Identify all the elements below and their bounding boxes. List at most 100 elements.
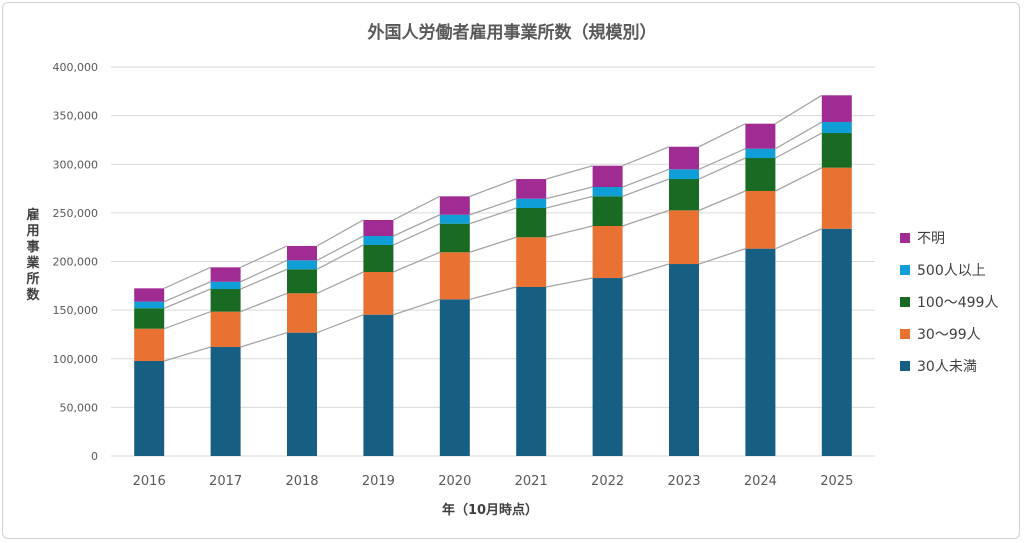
- bar-segment: [516, 208, 547, 238]
- series-line: [393, 195, 441, 221]
- series-line: [775, 167, 823, 192]
- legend-item: 不明: [900, 222, 998, 254]
- y-axis-label: 雇用事業所数: [26, 208, 40, 303]
- bar-segment: [516, 237, 547, 287]
- series-line: [316, 219, 364, 247]
- series-line: [240, 292, 288, 313]
- series-line: [469, 207, 517, 225]
- bar-segment: [516, 286, 547, 456]
- bar-segment: [592, 196, 623, 227]
- bar-segment: [363, 219, 394, 237]
- bar-segment: [439, 223, 470, 253]
- series-line: [240, 268, 288, 290]
- x-tick-label: 2017: [209, 474, 242, 489]
- bar-segment: [745, 158, 776, 191]
- bar-segment: [669, 179, 699, 211]
- series-line: [316, 235, 364, 261]
- y-tick-label: 200,000: [53, 256, 99, 269]
- series-line: [164, 346, 211, 362]
- series-line: [240, 259, 288, 283]
- bar-segment: [516, 198, 547, 209]
- bar-segment: [363, 236, 394, 245]
- bar-segment: [210, 311, 241, 347]
- bar-segment: [669, 146, 699, 170]
- series-line: [622, 168, 670, 188]
- series-line: [775, 228, 823, 250]
- bar-segment: [134, 288, 165, 302]
- bar-segment: [821, 122, 852, 134]
- bar-segment: [592, 278, 623, 456]
- y-tick-label: 250,000: [53, 207, 99, 220]
- series-line: [469, 286, 517, 300]
- x-tick-label: 2018: [285, 474, 318, 489]
- x-axis-label: 年（10月時点）: [441, 503, 539, 518]
- legend-item: 30〜99人: [900, 318, 998, 350]
- series-line: [546, 186, 593, 200]
- legend-item: 100〜499人: [900, 286, 998, 318]
- bar-segment: [439, 252, 470, 300]
- bar-segment: [210, 346, 241, 456]
- series-line: [698, 123, 746, 148]
- series-line: [775, 121, 823, 150]
- bar-segment: [287, 293, 317, 333]
- series-line: [393, 214, 441, 237]
- bar-segment: [287, 245, 317, 261]
- bar-segment: [363, 272, 394, 315]
- series-line: [316, 271, 364, 294]
- bar-segment: [669, 169, 699, 180]
- bar-segment: [745, 123, 776, 149]
- bar-segment: [669, 210, 699, 265]
- series-line: [546, 277, 593, 288]
- bar-segment: [287, 260, 317, 270]
- x-tick-label: 2024: [744, 474, 777, 489]
- bar-segment: [821, 133, 852, 168]
- legend-swatch: [900, 361, 910, 371]
- series-line: [698, 190, 746, 211]
- series-line: [393, 251, 441, 273]
- bar-segment: [745, 248, 776, 456]
- series-line: [622, 146, 670, 167]
- legend-item: 30人未満: [900, 350, 998, 382]
- bar-segment: [363, 244, 394, 273]
- bar-segment: [821, 167, 852, 229]
- bar-segment: [210, 289, 241, 312]
- bar-segment: [134, 308, 165, 329]
- bar-segment: [669, 264, 699, 456]
- bar-segment: [287, 269, 317, 294]
- bar-segment: [210, 281, 241, 290]
- series-line: [316, 314, 364, 334]
- legend-label: 30人未満: [917, 359, 977, 375]
- legend-label: 30〜99人: [917, 327, 981, 343]
- series-line: [163, 266, 211, 289]
- bar-segment: [745, 190, 776, 249]
- series-line: [240, 245, 288, 268]
- series-line: [546, 165, 593, 180]
- y-tick-label: 0: [91, 450, 98, 463]
- series-line: [469, 198, 517, 216]
- bar-segment: [134, 360, 165, 456]
- bar-segment: [439, 196, 470, 215]
- bar-segment: [516, 179, 547, 199]
- series-line: [469, 236, 517, 253]
- bar-segment: [745, 148, 776, 159]
- series-line: [393, 298, 441, 316]
- series-line: [622, 263, 670, 279]
- bar-segment: [821, 228, 852, 456]
- y-tick-label: 100,000: [53, 353, 99, 366]
- bar-segment: [592, 165, 623, 188]
- x-tick-label: 2022: [591, 474, 624, 489]
- series-line: [622, 209, 670, 227]
- series-line: [775, 94, 823, 125]
- y-tick-label: 400,000: [53, 61, 99, 74]
- bar-segment: [363, 314, 394, 456]
- legend-swatch: [900, 329, 910, 339]
- bar-segment: [439, 214, 470, 224]
- series-line: [698, 148, 746, 170]
- legend-item: 500人以上: [900, 254, 998, 286]
- legend-swatch: [900, 265, 910, 275]
- bar-segment: [287, 332, 317, 456]
- series-line: [546, 225, 593, 238]
- bar-segment: [210, 267, 241, 282]
- x-tick-label: 2025: [820, 474, 853, 489]
